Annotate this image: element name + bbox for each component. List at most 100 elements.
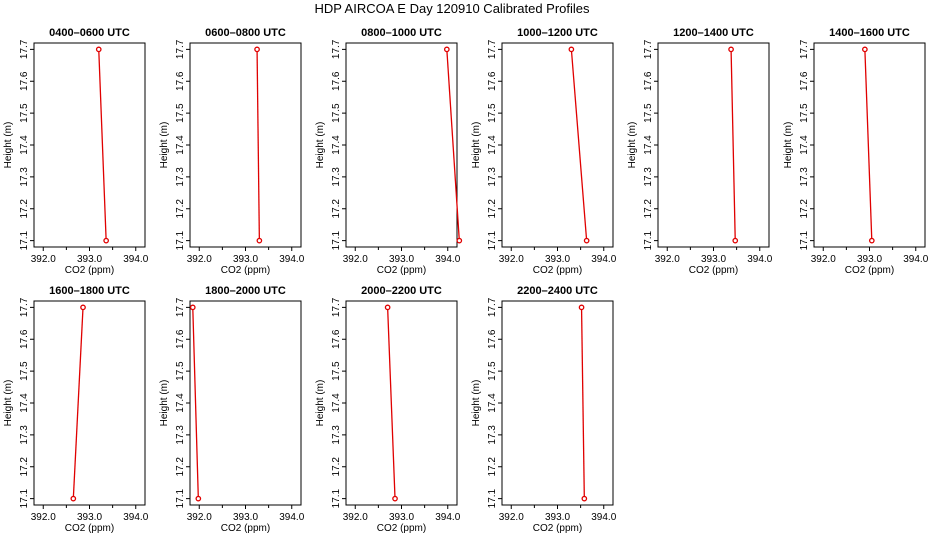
plot-frame <box>501 300 614 506</box>
y-tick-label: 17.6 <box>487 329 498 349</box>
profile-panel: 0800–1000 UTC 392.0 393.0 394.0 CO2 (ppm) 17.… <box>315 27 463 276</box>
y-tick-label: 17.4 <box>487 393 498 413</box>
x-tick-label: 392.0 <box>343 512 368 523</box>
x-axis-label: CO2 (ppm) <box>221 523 270 534</box>
panel-title: 1800–2000 UTC <box>205 285 286 297</box>
y-tick-label: 17.6 <box>487 71 498 91</box>
profile-point <box>70 495 77 502</box>
profile-point <box>583 237 590 244</box>
x-tick-label: 394.0 <box>123 254 148 265</box>
profile-panel: 2200–2400 UTC 392.0 393.0 394.0 CO2 (ppm) 17.… <box>471 285 617 534</box>
profile-point <box>189 304 196 311</box>
y-tick-label: 17.3 <box>19 425 30 445</box>
x-axis-label: CO2 (ppm) <box>533 265 582 276</box>
y-tick-label: 17.3 <box>487 425 498 445</box>
profile-point <box>392 495 398 502</box>
x-tick-label: 393.0 <box>545 254 570 265</box>
x-tick-label: 392.0 <box>499 254 524 265</box>
x-tick-label: 393.0 <box>701 254 726 265</box>
profile-panel: 0600–0800 UTC 392.0 393.0 394.0 CO2 (ppm) 17.… <box>159 27 305 276</box>
y-tick-label: 17.3 <box>643 167 654 187</box>
x-tick-label: 394.0 <box>435 254 460 265</box>
y-tick-label: 17.5 <box>175 103 186 123</box>
y-tick-label: 17.7 <box>175 297 186 317</box>
y-tick-label: 17.2 <box>331 457 342 477</box>
x-tick-label: 394.0 <box>903 254 928 265</box>
y-tick-label: 17.5 <box>331 103 342 123</box>
x-tick-label: 392.0 <box>499 512 524 523</box>
plot-frame <box>501 42 614 248</box>
plot-frame <box>33 42 146 248</box>
profile-panel: 0400–0600 UTC 392.0 393.0 394.0 CO2 (ppm) 17.… <box>3 27 149 276</box>
y-axis-label: Height (m) <box>783 122 794 169</box>
y-tick-label: 17.5 <box>487 103 498 123</box>
profile-point <box>868 237 875 244</box>
y-tick-label: 17.3 <box>331 167 342 187</box>
profile-line <box>256 49 261 241</box>
y-tick-label: 17.4 <box>175 393 186 413</box>
y-tick-label: 17.7 <box>19 39 30 59</box>
plot-frame <box>189 300 302 506</box>
y-axis-label: Height (m) <box>471 122 482 169</box>
y-tick-label: 17.3 <box>19 167 30 187</box>
profile-line <box>386 307 396 499</box>
y-tick-label: 17.6 <box>175 71 186 91</box>
x-tick-label: 393.0 <box>389 254 414 265</box>
plot-frame <box>189 42 302 248</box>
profile-line <box>72 307 84 499</box>
x-tick-label: 392.0 <box>811 254 836 265</box>
y-tick-label: 17.5 <box>643 103 654 123</box>
y-tick-label: 17.1 <box>799 230 810 250</box>
y-tick-label: 17.7 <box>19 297 30 317</box>
y-tick-label: 17.1 <box>19 488 30 508</box>
x-tick-label: 392.0 <box>187 254 212 265</box>
y-tick-label: 17.4 <box>643 135 654 155</box>
panel-title: 1200–1400 UTC <box>673 27 754 39</box>
y-tick-label: 17.4 <box>331 135 342 155</box>
panels: 0400–0600 UTC 392.0 393.0 394.0 CO2 (ppm) 17.… <box>3 27 929 534</box>
x-tick-label: 392.0 <box>655 254 680 265</box>
y-tick-label: 17.4 <box>175 135 186 155</box>
profile-point <box>732 237 739 244</box>
profile-line <box>192 307 199 499</box>
panel-title: 2200–2400 UTC <box>517 285 598 297</box>
x-tick-label: 394.0 <box>747 254 772 265</box>
plot-frame <box>657 42 770 248</box>
profile-panel: 1800–2000 UTC 392.0 393.0 394.0 CO2 (ppm) 17.… <box>159 285 305 534</box>
panel-title: 2000–2200 UTC <box>361 285 442 297</box>
x-axis-label: CO2 (ppm) <box>689 265 738 276</box>
profile-point <box>443 46 450 53</box>
y-axis-label: Height (m) <box>159 380 170 427</box>
y-axis-label: Height (m) <box>315 380 326 427</box>
y-tick-label: 17.4 <box>19 393 30 413</box>
y-tick-label: 17.1 <box>19 230 30 250</box>
profile-point <box>578 304 585 311</box>
plot-frame <box>813 42 926 248</box>
profile-line <box>864 49 873 241</box>
y-tick-label: 17.4 <box>799 135 810 155</box>
panel-title: 0800–1000 UTC <box>361 27 442 39</box>
panel-title: 1400–1600 UTC <box>829 27 910 39</box>
y-tick-label: 17.2 <box>487 199 498 219</box>
x-tick-label: 394.0 <box>435 512 460 523</box>
x-tick-label: 392.0 <box>343 254 368 265</box>
y-tick-label: 17.1 <box>175 488 186 508</box>
x-tick-label: 394.0 <box>591 254 616 265</box>
profile-point <box>568 46 575 53</box>
y-tick-label: 17.3 <box>799 167 810 187</box>
x-tick-label: 393.0 <box>389 512 414 523</box>
y-tick-label: 17.1 <box>331 230 342 250</box>
y-tick-label: 17.5 <box>331 361 342 381</box>
y-tick-label: 17.1 <box>643 230 654 250</box>
x-axis-label: CO2 (ppm) <box>533 523 582 534</box>
profile-panel: 1400–1600 UTC 392.0 393.0 394.0 CO2 (ppm) 17.… <box>783 27 929 276</box>
y-tick-label: 17.6 <box>331 329 342 349</box>
x-tick-label: 392.0 <box>187 512 212 523</box>
profile-point <box>254 46 260 53</box>
y-tick-label: 17.5 <box>175 361 186 381</box>
profile-panel: 1000–1200 UTC 392.0 393.0 394.0 CO2 (ppm) 17.… <box>471 27 617 276</box>
y-tick-label: 17.1 <box>331 488 342 508</box>
x-tick-label: 394.0 <box>279 512 304 523</box>
x-tick-label: 393.0 <box>545 512 570 523</box>
